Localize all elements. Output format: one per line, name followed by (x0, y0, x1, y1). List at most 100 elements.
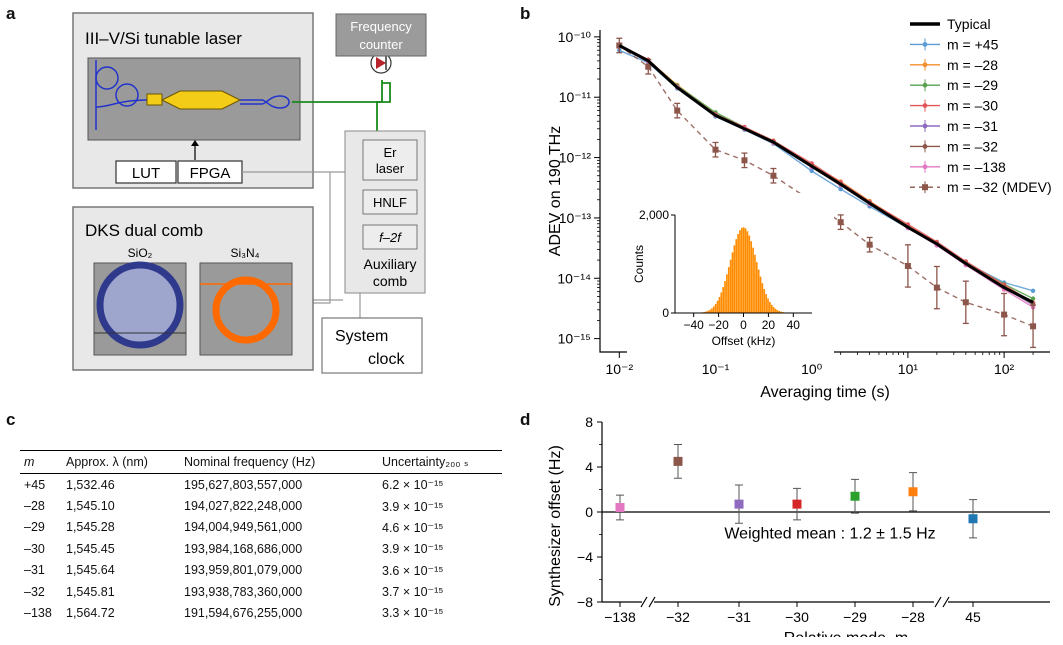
offset-point (615, 503, 625, 512)
inset-histogram-bar (716, 300, 719, 313)
inset-histogram-bar (718, 297, 721, 313)
gain-section (160, 90, 242, 110)
offset-x-tick-label: −32 (666, 609, 690, 625)
adev-point (1030, 296, 1036, 301)
adev-point (645, 63, 652, 70)
cell-unc: 3.9 × 10⁻¹⁵ (382, 542, 444, 557)
adev-x-tick-label: 10⁰ (801, 361, 823, 377)
adev-point (962, 299, 969, 306)
inset-histogram-bar (746, 231, 749, 313)
adev-y-axis-label: ADEV on 190 THz (547, 126, 564, 256)
offset-x-tick-label: −31 (727, 609, 751, 625)
adev-y-tick-label: 10⁻¹⁴ (557, 270, 591, 286)
laser-title: III–V/Si tunable laser (85, 29, 242, 48)
offset-point (673, 456, 683, 466)
adev-point (838, 186, 843, 192)
cell-lambda: 1,545.81 (66, 584, 115, 599)
cell-unc: 4.6 × 10⁻¹⁵ (382, 520, 444, 535)
adev-x-axis-label: Averaging time (s) (760, 384, 890, 401)
inset-histogram-bar (755, 262, 758, 313)
legend-label: m = –32 (947, 138, 998, 154)
inset-histogram-bar (780, 311, 782, 313)
legend-label: m = –138 (947, 159, 1006, 175)
adev-y-tick-label: 10⁻¹³ (559, 210, 592, 226)
inset-histogram-bar (767, 298, 769, 313)
cell-lambda: 1,545.45 (66, 541, 115, 556)
inset-histogram-bar (724, 281, 726, 313)
cell-m: –31 (24, 563, 45, 578)
legend-entry: Typical (910, 16, 991, 32)
adev-point (616, 42, 623, 49)
inset-histogram-bar (769, 301, 771, 313)
offset-point (968, 514, 978, 524)
cell-lambda: 1,545.10 (66, 499, 115, 514)
legend-label: m = –32 (MDEV) (947, 179, 1052, 195)
f2f-box (362, 224, 418, 250)
system-clock-line2: clock (368, 351, 405, 368)
cell-freq: 194,004,949,561,000 (184, 520, 303, 535)
cell-unc: 6.2 × 10⁻¹⁵ (382, 478, 444, 493)
offset-y-tick-label: −8 (577, 594, 593, 610)
adev-point (1001, 311, 1008, 318)
adev-point (770, 172, 777, 179)
inset-histogram-bar (757, 269, 760, 313)
axis-break-mark (942, 596, 950, 608)
system-clock-box (321, 317, 423, 374)
cell-lambda: 1,532.46 (66, 477, 115, 492)
cell-unc: 3.6 × 10⁻¹⁵ (382, 563, 444, 578)
legend-entry: m = –31 (910, 118, 998, 134)
mode-table-panel: m Approx. λ (nm) Nominal frequency (Hz) … (20, 450, 502, 624)
inset-histogram-bar (707, 310, 710, 313)
table-row: –28 1,545.10 194,027,822,248,000 3.9 × 1… (20, 495, 502, 516)
adev-x-tick-label: 10² (994, 361, 1015, 377)
cell-lambda: 1,564.72 (66, 605, 115, 620)
inset-histogram-bar (754, 254, 756, 313)
cell-freq: 193,959,801,079,000 (184, 563, 303, 578)
table-row: –138 1,564.72 191,594,676,255,000 3.3 × … (20, 602, 502, 623)
table-row: –29 1,545.28 194,004,949,561,000 4.6 × 1… (20, 517, 502, 538)
offset-point (734, 499, 744, 509)
lut-label: LUT (132, 165, 160, 182)
inset-histogram-bar (714, 303, 717, 313)
adev-series-line (618, 44, 1034, 304)
inset-histogram-bar (761, 283, 764, 313)
inset-histogram-bar (774, 308, 777, 313)
cell-m: –29 (24, 520, 45, 535)
offset-point-group (673, 444, 683, 479)
cell-unc: 3.3 × 10⁻¹⁵ (382, 606, 444, 621)
inset-histogram-bar (748, 235, 751, 313)
header-freq: Nominal frequency (Hz) (180, 450, 378, 474)
legend-label: m = +45 (947, 36, 999, 52)
legend-entry: m = +45 (910, 36, 999, 52)
inset-histogram-bar (763, 288, 766, 313)
legend-marker (922, 123, 928, 129)
offset-x-tick-label: −28 (901, 609, 925, 625)
adev-point (933, 284, 940, 291)
cell-freq: 191,594,676,255,000 (184, 605, 303, 620)
inset-histogram-bar (759, 276, 762, 313)
inset-x-tick-label: −40 (684, 318, 705, 332)
dks-title: DKS dual comb (85, 221, 203, 240)
inset-histogram-bar (752, 247, 754, 313)
inset-histogram-bar (705, 311, 708, 313)
inset-y-tick-label: 0 (662, 306, 669, 320)
legend-marker (922, 103, 928, 108)
adev-x-tick-label: 10¹ (898, 361, 919, 377)
offset-y-tick-label: −4 (577, 549, 593, 565)
adev-series-typical (618, 44, 1034, 304)
offset-y-tick-label: 0 (585, 504, 593, 520)
weighted-mean-annotation: Weighted mean : 1.2 ± 1.5 Hz (724, 525, 935, 542)
legend-marker (922, 184, 928, 191)
inset-x-tick-label: 40 (787, 318, 801, 332)
table-row: –32 1,545.81 193,938,783,360,000 3.7 × 1… (20, 581, 502, 602)
inset-histogram-bar (703, 311, 706, 313)
legend-label: m = –28 (947, 57, 998, 73)
inset-histogram-bar (729, 259, 732, 313)
offset-x-tick-label: −138 (604, 609, 636, 625)
cell-freq: 193,984,168,686,000 (184, 541, 303, 556)
inset-histogram-bar (727, 267, 730, 313)
panel-letter-b: b (520, 4, 531, 23)
offset-y-tick-label: 4 (585, 459, 593, 475)
hnlf-box (362, 189, 418, 215)
inset-histogram-bar (731, 252, 734, 313)
